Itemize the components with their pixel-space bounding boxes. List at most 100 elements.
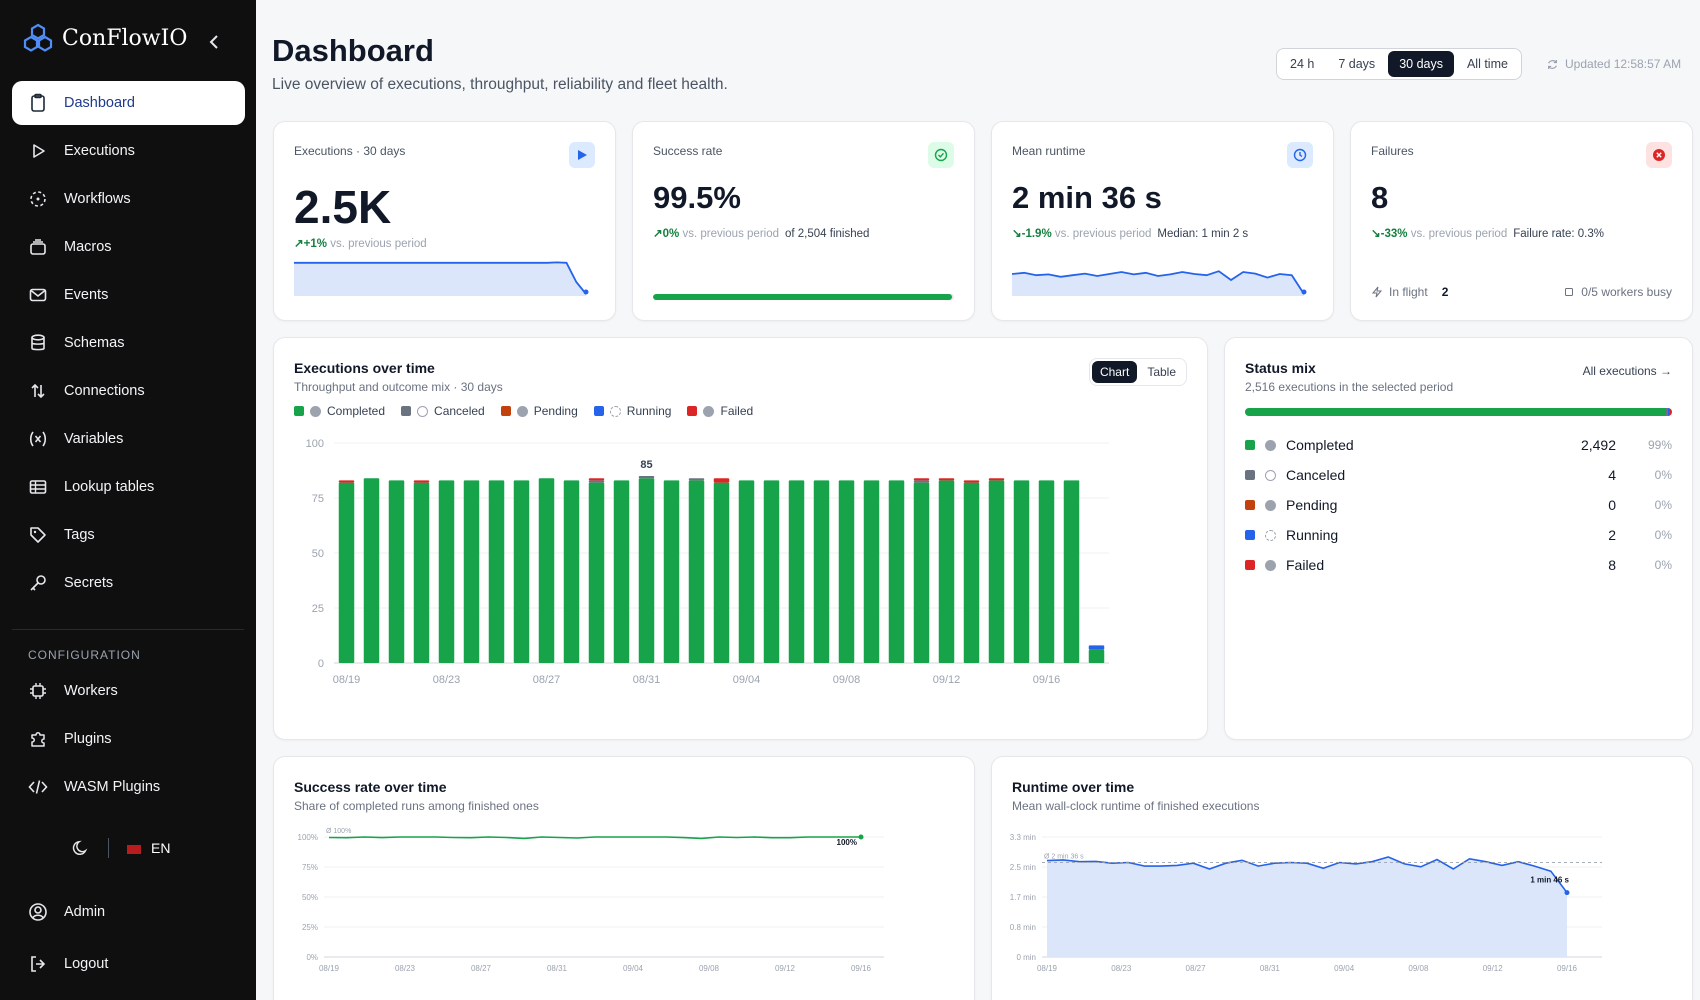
- sparkline-line: [1012, 270, 1305, 295]
- bar-segment: [363, 478, 380, 663]
- range-all-time[interactable]: All time: [1466, 57, 1508, 71]
- status-row-running[interactable]: Running 2 0%: [1245, 523, 1672, 547]
- range-30-days[interactable]: 30 days: [1388, 51, 1454, 77]
- y-tick-label: 100%: [298, 833, 318, 842]
- divider: [12, 629, 244, 630]
- status-count: 8: [1608, 557, 1616, 573]
- refresh-icon: [1265, 529, 1276, 541]
- swatch: [401, 406, 412, 416]
- sidebar-item-workers[interactable]: Workers: [12, 669, 245, 713]
- legend-label: Pending: [533, 404, 578, 418]
- bar-segment: [338, 480, 355, 483]
- status-label: Failed: [1286, 557, 1325, 573]
- y-tick-label: 25%: [302, 923, 318, 932]
- status-count: 4: [1608, 467, 1616, 483]
- legend-canceled[interactable]: Canceled: [401, 404, 485, 418]
- status-mix-segment: [1670, 408, 1672, 416]
- status-mix-card: Status mix 2,516 executions in the selec…: [1224, 337, 1693, 740]
- sidebar-item-logout[interactable]: Logout: [12, 942, 245, 986]
- kpi-card-success-rate[interactable]: Success rate 99.5% ↗0% vs. previous peri…: [632, 121, 975, 321]
- trend-down-icon: ↘: [1371, 228, 1381, 240]
- sidebar-item-macros[interactable]: Macros: [12, 225, 245, 269]
- swatch: [593, 406, 604, 416]
- trend-down-icon: ↘: [1012, 228, 1022, 240]
- kpi-value: 2 min 36 s: [1012, 180, 1162, 215]
- range-7-days[interactable]: 7 days: [1338, 57, 1376, 71]
- success-rate-line-chart: 0% 25% 50% 75% 100% Ø 100% 100% 08/19 08/23 08/27…: [298, 828, 884, 973]
- bar-segment: [913, 482, 930, 663]
- x-tick-label: 09/08: [1408, 964, 1429, 973]
- all-executions-link[interactable]: All executions →: [1582, 364, 1672, 378]
- bar-segment: [688, 478, 705, 481]
- sidebar-item-label: Connections: [64, 383, 145, 399]
- sidebar-item-connections[interactable]: Connections: [12, 369, 245, 413]
- status-percent: 99%: [1647, 438, 1672, 452]
- in-flight-value: 2: [1441, 285, 1449, 299]
- sidebar-item-label: Lookup tables: [64, 479, 155, 495]
- x-tick-label: 08/19: [1037, 964, 1058, 973]
- kpi-card-failures[interactable]: Failures 8 ↘-33% vs. previous period Fail…: [1350, 121, 1693, 321]
- status-row-pending[interactable]: Pending 0 0%: [1245, 493, 1672, 517]
- bar-segment: [463, 480, 480, 663]
- config-nav: Workers Plugins WASM Plugins: [12, 669, 245, 813]
- range-24h[interactable]: 24 h: [1290, 57, 1315, 71]
- x-tick-label: 09/16: [851, 964, 872, 973]
- sidebar-item-lookup-tables[interactable]: Lookup tables: [12, 465, 245, 509]
- bar-segment: [988, 478, 1005, 481]
- bar-segment: [388, 480, 405, 663]
- kpi-value: 8: [1371, 180, 1389, 215]
- swatch: [1245, 530, 1255, 540]
- sidebar-item-label: Admin: [64, 904, 106, 920]
- last-updated[interactable]: Updated 12:58:57 AM: [1546, 57, 1681, 71]
- sidebar-item-dashboard[interactable]: Dashboard: [12, 81, 245, 125]
- trend-up-icon: ↗: [653, 228, 663, 240]
- sparkline-line: [294, 261, 587, 295]
- legend-pending[interactable]: Pending: [500, 404, 578, 418]
- status-row-canceled[interactable]: Canceled 4 0%: [1245, 463, 1672, 487]
- sidebar-item-variables[interactable]: Variables: [12, 417, 245, 461]
- legend-running[interactable]: Running: [593, 404, 671, 418]
- sidebar-item-admin[interactable]: Admin: [12, 890, 245, 934]
- clipboard-icon: [31, 93, 45, 112]
- sidebar-item-wasm-plugins[interactable]: WASM Plugins: [12, 765, 245, 809]
- x-tick-label: 09/04: [623, 964, 644, 973]
- delta-text: vs. previous period: [1410, 228, 1508, 240]
- bar-segment: [538, 478, 555, 663]
- status-row-completed[interactable]: Completed 2,492 99%: [1245, 433, 1672, 457]
- main-nav: Dashboard Executions Workflows Macros Ev…: [12, 81, 245, 609]
- toggle-table[interactable]: Table: [1147, 365, 1176, 379]
- bar-segment: [813, 480, 830, 663]
- card-subtitle: Throughput and outcome mix · 30 days: [294, 380, 503, 394]
- bar-segment: [588, 482, 605, 663]
- refresh-icon: [609, 405, 621, 417]
- bar-segment: [438, 480, 455, 663]
- kpi-card-mean-runtime[interactable]: Mean runtime 2 min 36 s ↘-1.9% vs. previ…: [991, 121, 1334, 321]
- toggle-chart[interactable]: Chart: [1091, 361, 1138, 383]
- x-tick-label: 08/23: [1111, 964, 1132, 973]
- sidebar-item-executions[interactable]: Executions: [12, 129, 245, 173]
- status-row-failed[interactable]: Failed 8 0%: [1245, 553, 1672, 577]
- delta-text: vs. previous period: [682, 228, 779, 240]
- executions-over-time-card: Executions over time Throughput and outc…: [273, 337, 1208, 740]
- user-circle-icon: [29, 903, 47, 921]
- sidebar-item-tags[interactable]: Tags: [12, 513, 245, 557]
- sidebar-item-events[interactable]: Events: [12, 273, 245, 317]
- kpi-card-executions[interactable]: Executions · 30 days 2.5K ↗+1% vs. previ…: [273, 121, 616, 321]
- sidebar-item-secrets[interactable]: Secrets: [12, 561, 245, 605]
- sidebar-item-label: WASM Plugins: [64, 779, 161, 795]
- y-tick-label: 75%: [302, 863, 318, 872]
- sidebar-item-workflows[interactable]: Workflows: [12, 177, 245, 221]
- legend-completed[interactable]: Completed: [294, 404, 385, 418]
- collapse-sidebar-icon[interactable]: [204, 32, 224, 52]
- language-selector[interactable]: EN: [127, 840, 170, 856]
- y-tick-label: 50%: [302, 893, 318, 902]
- moon-icon[interactable]: [72, 839, 90, 857]
- bar-segment: [413, 482, 430, 663]
- brand[interactable]: ConFlowIO: [22, 22, 187, 54]
- swatch: [1245, 560, 1255, 570]
- legend-failed[interactable]: Failed: [687, 404, 753, 418]
- sidebar-item-plugins[interactable]: Plugins: [12, 717, 245, 761]
- card-title: Executions over time: [294, 360, 435, 376]
- sidebar-item-schemas[interactable]: Schemas: [12, 321, 245, 365]
- variable-icon: [29, 431, 47, 447]
